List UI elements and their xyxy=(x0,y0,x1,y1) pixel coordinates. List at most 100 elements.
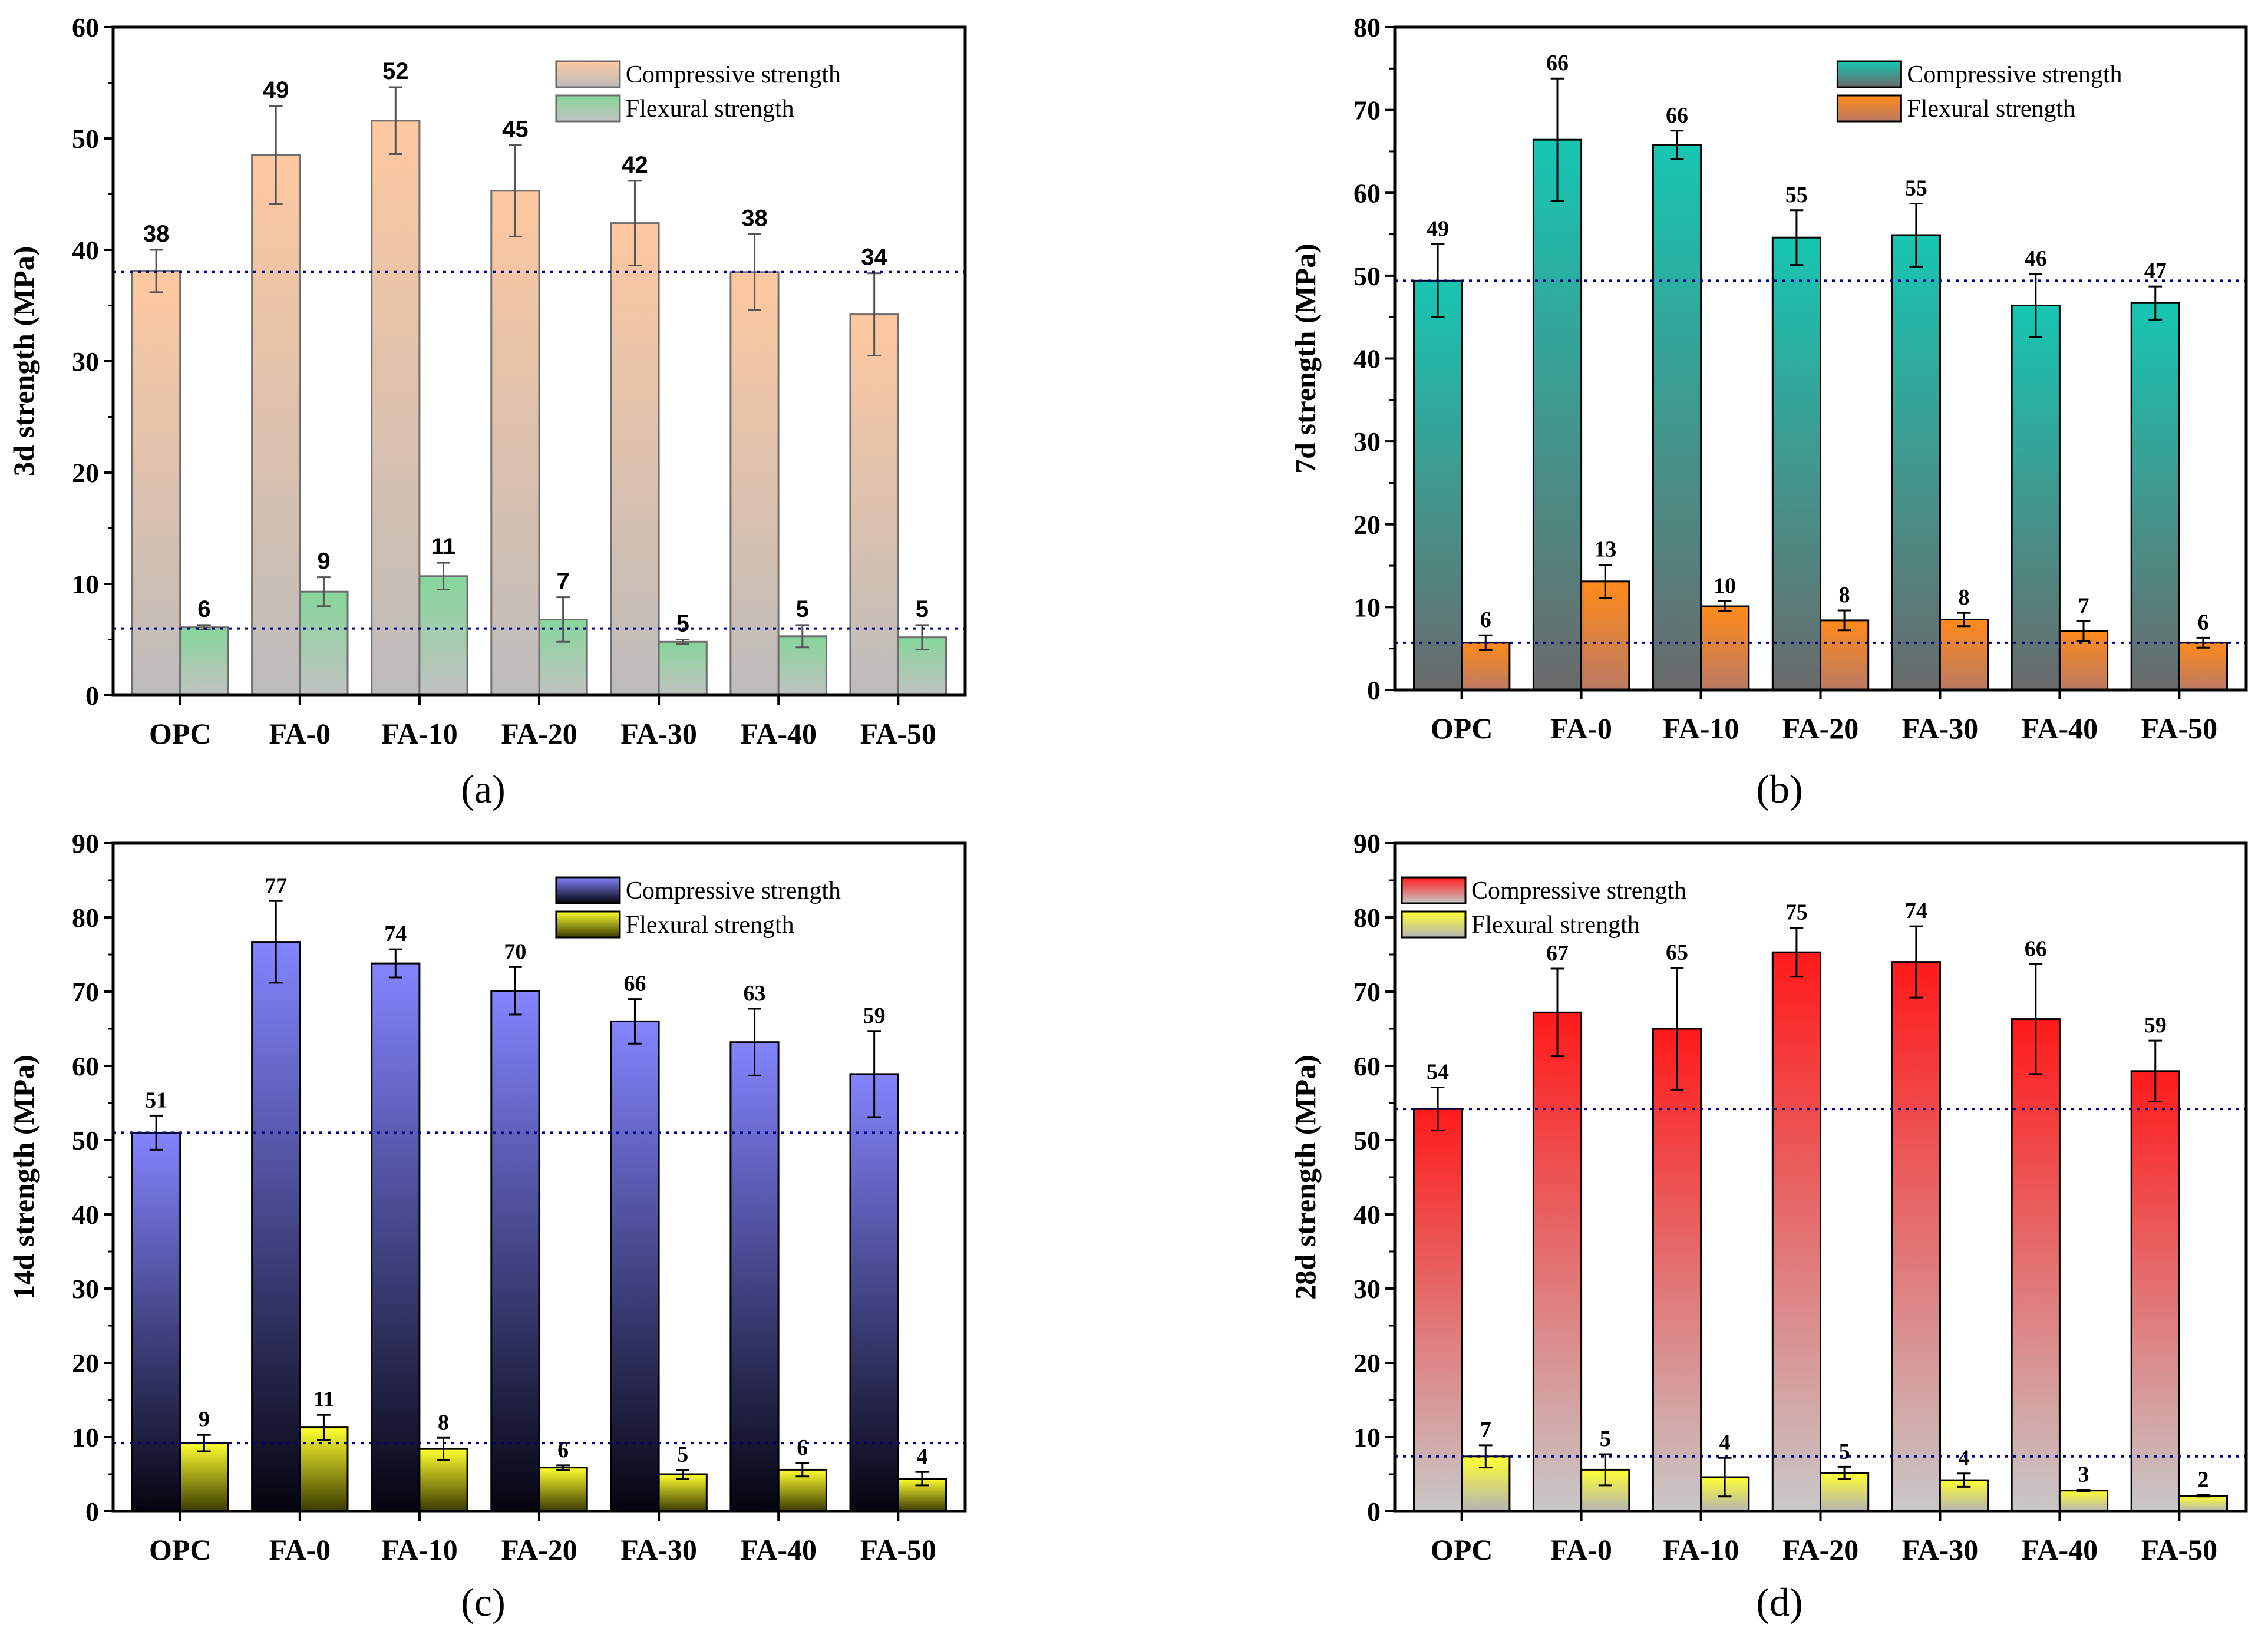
y-tick-label: 20 xyxy=(72,458,99,488)
value-label-compressive-fa-20: 45 xyxy=(502,116,529,142)
error-bar-flexural-fa-20 xyxy=(556,596,570,643)
value-label-compressive-fa-50: 59 xyxy=(2144,1013,2167,1038)
x-tick-label-fa-40: FA-40 xyxy=(740,717,817,750)
y-tick-label: 70 xyxy=(1353,977,1381,1007)
value-label-flexural-fa-10: 10 xyxy=(1714,574,1736,599)
bar-compressive-fa-30 xyxy=(610,222,660,696)
error-bar-flexural-fa-30 xyxy=(676,639,690,645)
y-tick-label: 0 xyxy=(85,1497,99,1527)
value-label-compressive-fa-20: 75 xyxy=(1785,900,1808,925)
error-bar-compressive-fa-0 xyxy=(1550,967,1564,1058)
error-bar-flexural-fa-20 xyxy=(1837,1465,1851,1480)
error-bar-flexural-fa-10 xyxy=(437,562,450,590)
legend-swatch-compressive xyxy=(555,60,621,88)
error-bar-compressive-fa-20 xyxy=(1790,927,1804,978)
legend: Compressive strength Flexural strength xyxy=(555,60,841,123)
value-label-flexural-fa-40: 5 xyxy=(796,596,809,622)
y-tick-label: 0 xyxy=(1367,675,1381,705)
error-bar-flexural-fa-50 xyxy=(2196,636,2210,649)
y-tick-label: 40 xyxy=(72,1200,99,1230)
x-tick-label-fa-50: FA-50 xyxy=(2141,712,2218,745)
panel-caption: (b) xyxy=(1756,767,1802,811)
legend-swatch-compressive xyxy=(1836,60,1902,88)
value-label-compressive-fa-0: 49 xyxy=(263,77,289,103)
panel-caption: (c) xyxy=(461,1580,505,1624)
x-tick-label-fa-30: FA-30 xyxy=(620,717,697,750)
value-label-flexural-opc: 7 xyxy=(1480,1418,1491,1442)
x-tick-label-fa-10: FA-10 xyxy=(381,717,458,750)
value-label-compressive-fa-10: 74 xyxy=(384,922,407,946)
x-tick-label-opc: OPC xyxy=(149,717,212,750)
error-bar-flexural-fa-30 xyxy=(1957,1472,1971,1488)
chart-panel-d: 54 7 OPC 67 5 FA-0 65 4 FA-10 75 5 FA-20 74 4 FA-30 66 3… xyxy=(1289,828,2248,1624)
error-bar-compressive-fa-10 xyxy=(388,948,402,979)
y-axis-label: 14d strength (MPa) xyxy=(7,1055,40,1300)
value-label-flexural-fa-40: 7 xyxy=(2078,593,2089,618)
bar-compressive-fa-20 xyxy=(490,990,540,1512)
value-label-compressive-fa-40: 38 xyxy=(741,206,768,232)
y-tick-label: 40 xyxy=(1353,1200,1381,1230)
value-label-flexural-fa-50: 4 xyxy=(916,1444,927,1469)
value-label-flexural-fa-50: 6 xyxy=(2197,610,2208,635)
bar-compressive-fa-0 xyxy=(1532,138,1583,691)
y-tick-label: 80 xyxy=(1353,903,1381,933)
legend-swatch-flexural xyxy=(1401,910,1467,939)
value-label-flexural-opc: 6 xyxy=(1480,607,1491,632)
x-tick-label-fa-50: FA-50 xyxy=(860,1533,936,1566)
value-label-flexural-fa-40: 3 xyxy=(2078,1462,2089,1487)
error-bar-flexural-fa-50 xyxy=(915,1471,929,1487)
error-bar-flexural-fa-50 xyxy=(2196,1494,2210,1498)
chart-panel-b: 49 6 OPC 66 13 FA-0 66 10 FA-10 55 8 FA-20 55 8 FA-30 4… xyxy=(1289,12,2248,811)
error-bar-flexural-fa-20 xyxy=(556,1464,570,1471)
x-tick-label-opc: OPC xyxy=(149,1533,212,1566)
y-tick-label: 80 xyxy=(72,903,99,933)
value-label-flexural-fa-50: 2 xyxy=(2197,1467,2208,1492)
bar-compressive-fa-50 xyxy=(849,313,899,696)
value-label-flexural-fa-10: 11 xyxy=(431,534,455,560)
value-label-compressive-fa-40: 66 xyxy=(2025,936,2047,961)
value-label-compressive-fa-20: 70 xyxy=(504,939,526,964)
bar-compressive-fa-40 xyxy=(729,271,780,696)
error-bar-flexural-fa-0 xyxy=(1598,1453,1612,1487)
x-tick-label-fa-30: FA-30 xyxy=(620,1533,697,1566)
panel-caption: (d) xyxy=(1756,1580,1802,1624)
value-label-flexural-fa-20: 6 xyxy=(557,1438,569,1462)
bar-compressive-fa-50 xyxy=(2130,1070,2180,1512)
error-bar-compressive-fa-40 xyxy=(2029,963,2043,1075)
y-tick-label: 40 xyxy=(1353,344,1381,374)
bar-flexural-fa-10 xyxy=(1700,605,1750,691)
error-bar-flexural-fa-0 xyxy=(317,1414,331,1441)
value-label-flexural-fa-0: 13 xyxy=(1594,537,1616,562)
legend-label-compressive: Compressive strength xyxy=(626,61,841,88)
bar-flexural-opc xyxy=(179,1442,229,1512)
value-label-compressive-fa-0: 77 xyxy=(265,873,287,898)
bar-compressive-opc xyxy=(131,270,181,696)
y-tick-label: 0 xyxy=(1367,1497,1381,1527)
error-bar-compressive-fa-50 xyxy=(867,1030,882,1118)
value-label-flexural-opc: 9 xyxy=(199,1407,210,1432)
y-tick-label: 50 xyxy=(72,124,99,154)
value-label-flexural-fa-20: 7 xyxy=(556,569,569,595)
error-bar-compressive-fa-40 xyxy=(748,1008,761,1076)
error-bar-compressive-fa-50 xyxy=(2148,1039,2163,1102)
bar-flexural-fa-20 xyxy=(538,1467,588,1512)
bar-compressive-fa-20 xyxy=(1771,951,1822,1512)
y-tick-label: 20 xyxy=(1353,1348,1381,1378)
bar-flexural-fa-50 xyxy=(2178,642,2229,691)
y-tick-label: 90 xyxy=(72,828,99,858)
value-label-compressive-opc: 38 xyxy=(143,221,170,247)
bar-flexural-fa-20 xyxy=(1820,619,1870,691)
value-label-compressive-fa-50: 59 xyxy=(863,1003,886,1028)
y-tick-label: 60 xyxy=(1353,178,1381,208)
error-bar-compressive-fa-10 xyxy=(1670,967,1684,1091)
error-bar-compressive-fa-40 xyxy=(748,233,761,311)
error-bar-flexural-fa-30 xyxy=(1957,612,1971,628)
value-label-compressive-fa-30: 55 xyxy=(1905,176,1927,201)
bar-compressive-fa-10 xyxy=(371,120,421,696)
x-tick-label-opc: OPC xyxy=(1431,712,1493,745)
value-label-flexural-fa-30: 5 xyxy=(676,611,689,637)
legend-swatch-flexural xyxy=(555,94,621,123)
y-tick-label: 60 xyxy=(72,1051,99,1081)
x-tick-label-fa-20: FA-20 xyxy=(501,1533,577,1566)
